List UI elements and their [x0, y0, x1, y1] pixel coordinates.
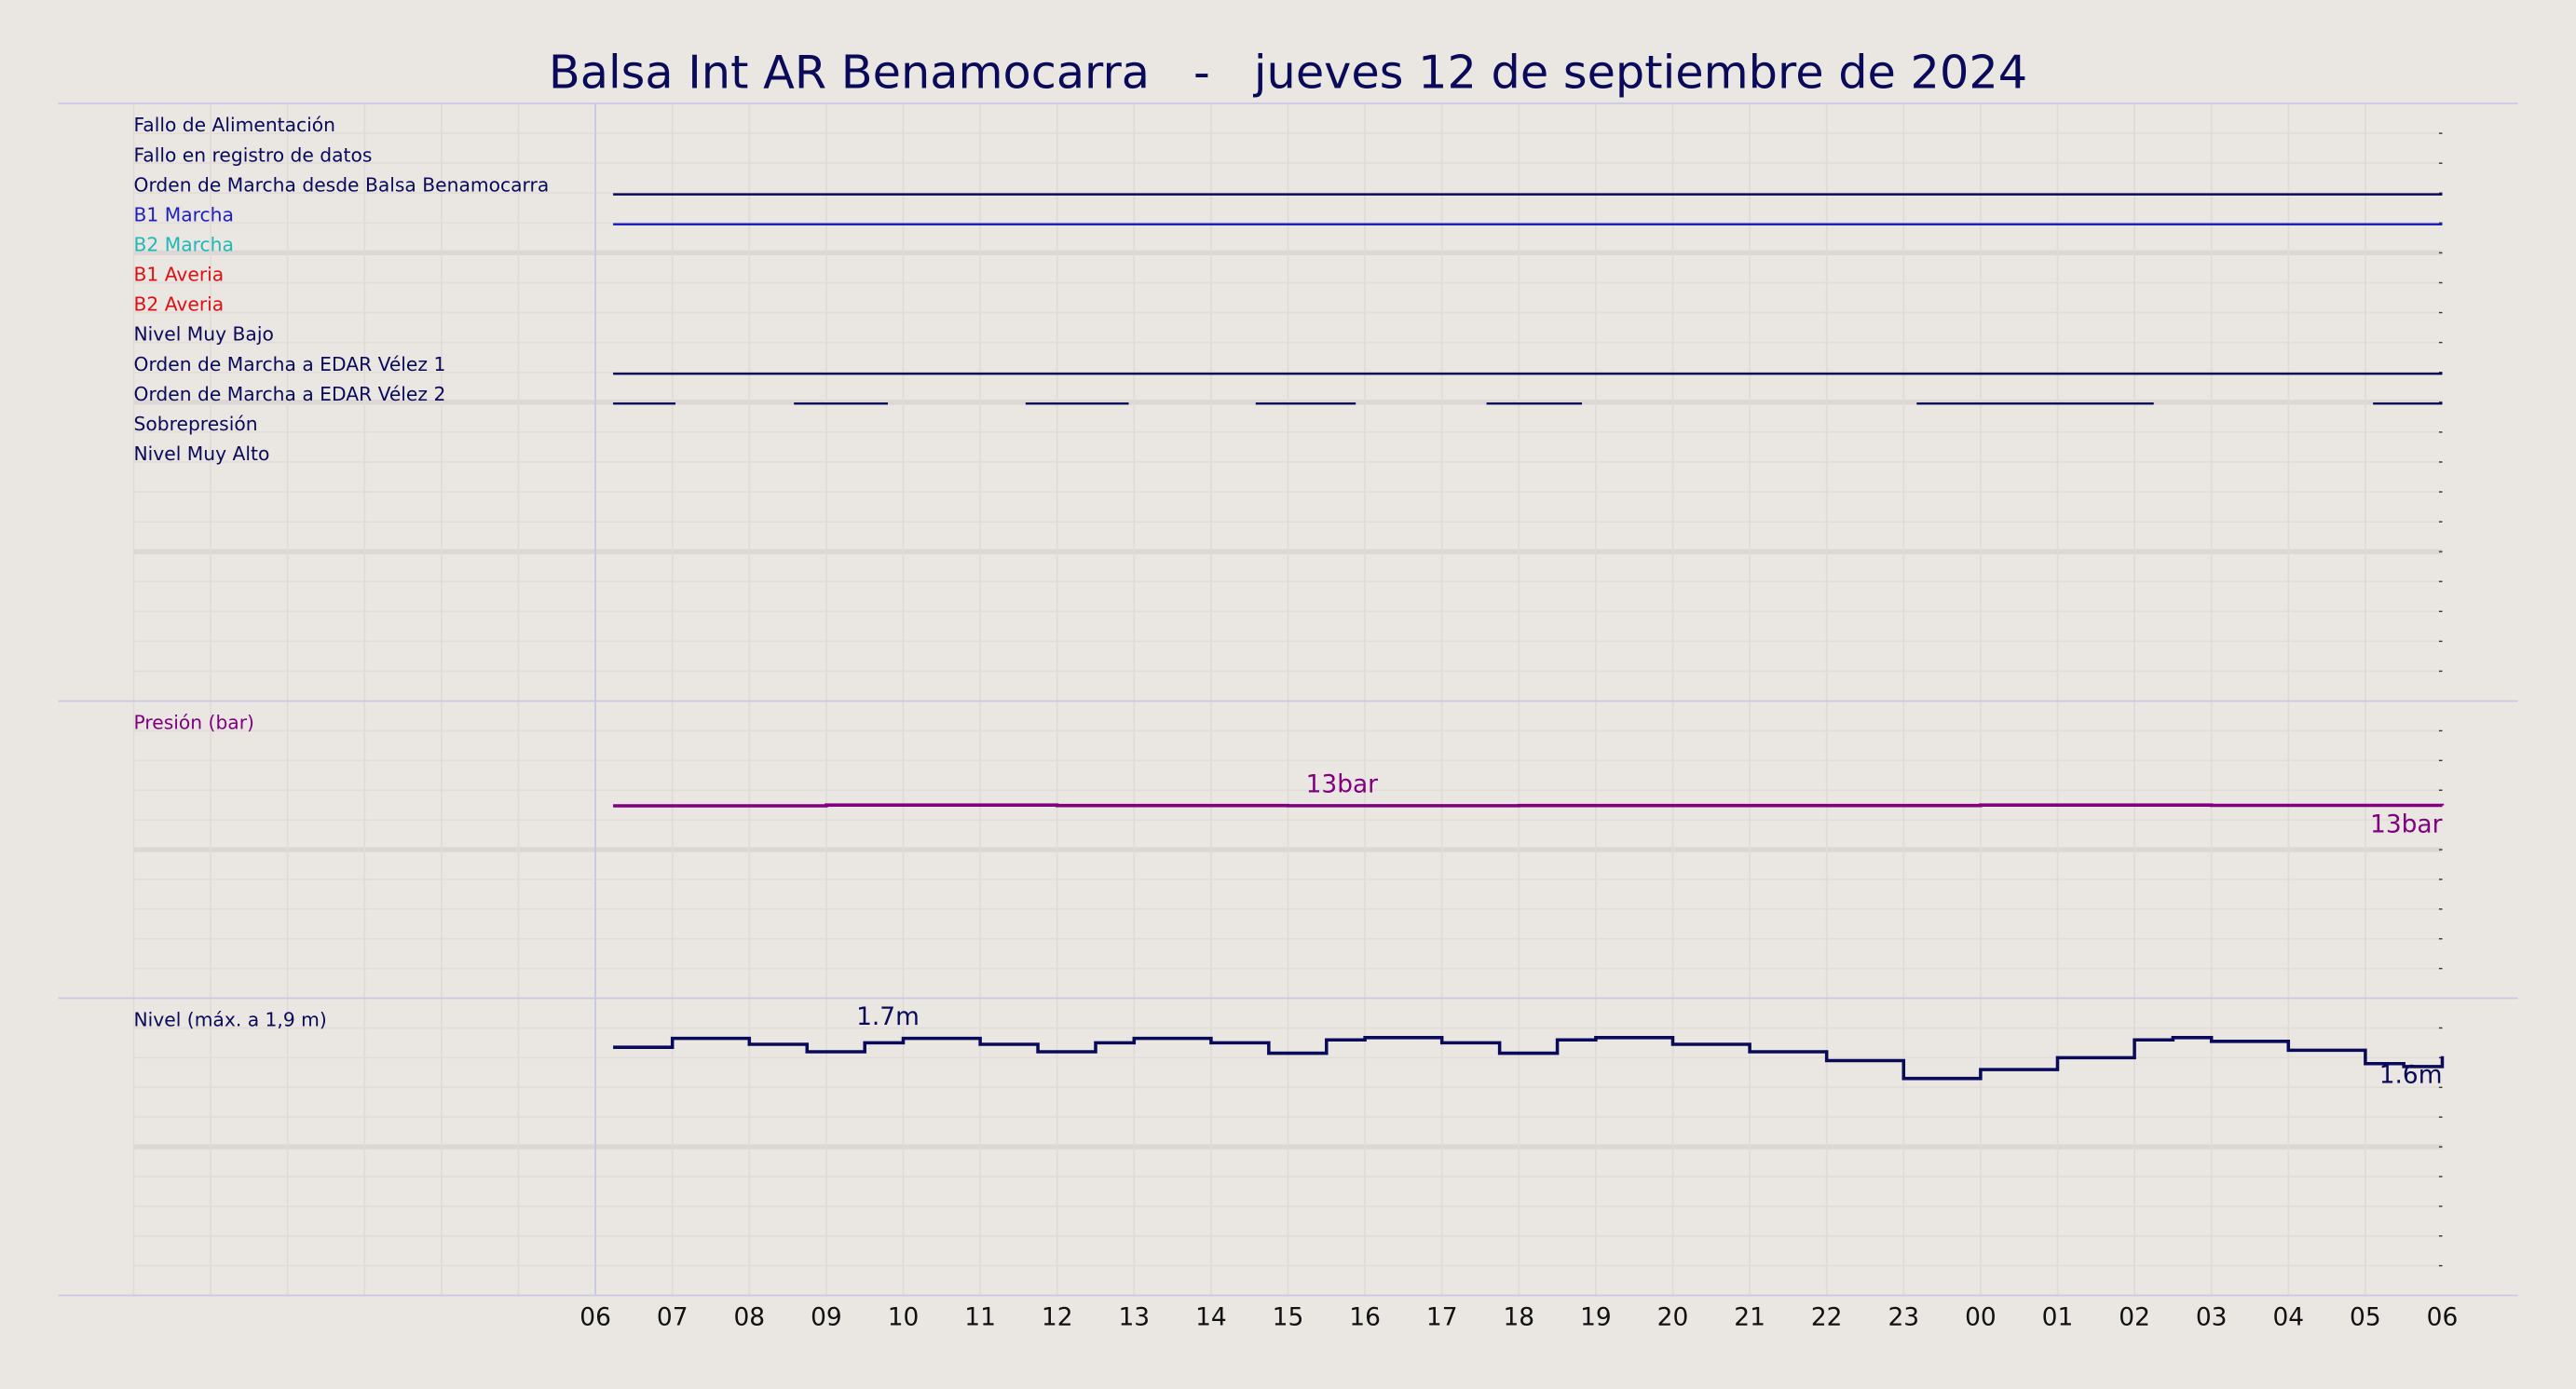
event-label: Nivel Muy Alto [134, 443, 270, 465]
x-tick-label: 11 [964, 1303, 996, 1332]
annotation: 13bar [2370, 810, 2443, 838]
x-tick-label: 16 [1349, 1303, 1381, 1332]
chart-title: Balsa Int AR Benamocarra - jueves 12 de … [549, 46, 2027, 100]
event-label: Fallo en registro de datos [134, 143, 373, 166]
event-label: Sobrepresión [134, 413, 258, 435]
y-label: Nivel (máx. a 1,9 m) [134, 1009, 327, 1031]
x-tick-label: 07 [657, 1303, 688, 1332]
event-label: B2 Marcha [134, 234, 234, 256]
x-tick-label: 17 [1426, 1303, 1458, 1332]
x-tick-label: 14 [1195, 1303, 1227, 1332]
x-tick-label: 23 [1888, 1303, 1919, 1332]
annotation: 1.6m [2379, 1060, 2443, 1089]
event-label: B2 Averia [134, 293, 225, 316]
annotation: 1.7m [856, 1002, 920, 1031]
annotation: 13bar [1306, 770, 1379, 799]
x-tick-label: 22 [1811, 1303, 1843, 1332]
x-tick-label: 05 [2350, 1303, 2381, 1332]
x-tick-label: 10 [888, 1303, 920, 1332]
x-tick-label: 03 [2196, 1303, 2228, 1332]
event-label: Orden de Marcha a EDAR Vélez 2 [134, 383, 446, 405]
event-label: Fallo de Alimentación [134, 114, 335, 136]
x-tick-label: 02 [2119, 1303, 2150, 1332]
x-tick-label: 15 [1273, 1303, 1304, 1332]
x-tick-label: 13 [1118, 1303, 1150, 1332]
event-label: Orden de Marcha a EDAR Vélez 1 [134, 353, 446, 375]
x-tick-label: 06 [2427, 1303, 2459, 1332]
x-tick-label: 18 [1503, 1303, 1534, 1332]
x-tick-label: 21 [1734, 1303, 1765, 1332]
event-label: Orden de Marcha desde Balsa Benamocarra [134, 173, 550, 196]
event-label: Nivel Muy Bajo [134, 323, 274, 346]
x-tick-label: 00 [1965, 1303, 1997, 1332]
step-line [613, 803, 2445, 808]
x-tick-label: 19 [1580, 1303, 1612, 1332]
x-tick-label: 12 [1042, 1303, 1073, 1332]
x-tick-label: 01 [2042, 1303, 2074, 1332]
x-tick-label: 08 [733, 1303, 765, 1332]
x-tick-label: 06 [579, 1303, 611, 1332]
y-label: Presión (bar) [134, 712, 254, 734]
x-tick-label: 20 [1657, 1303, 1689, 1332]
x-tick-label: 09 [811, 1303, 842, 1332]
event-label: B1 Averia [134, 264, 225, 286]
x-tick-label: 04 [2272, 1303, 2304, 1332]
step-line [613, 1036, 2445, 1081]
event-label: B1 Marcha [134, 203, 234, 225]
